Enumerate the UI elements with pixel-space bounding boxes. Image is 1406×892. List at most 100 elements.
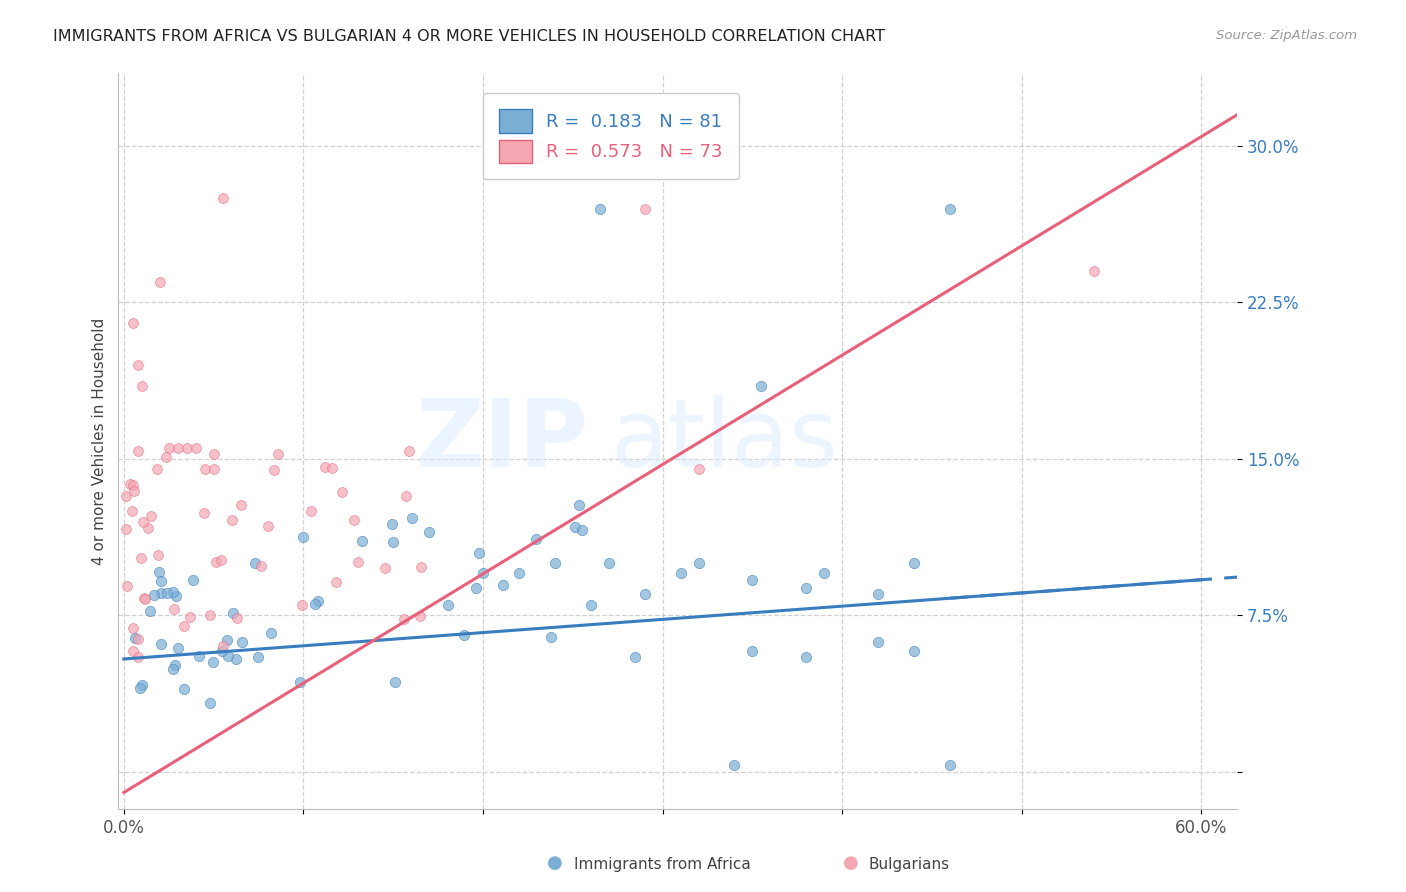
Immigrants from Africa: [225, 652, 247, 666]
Bulgarians: [132, 515, 155, 529]
Immigrants from Africa: [352, 534, 374, 549]
Immigrants from Africa: [568, 498, 591, 512]
Immigrants from Africa: [215, 632, 238, 647]
Bulgarians: [290, 598, 312, 612]
Immigrants from Africa: [246, 650, 269, 665]
Text: Source: ZipAtlas.com: Source: ZipAtlas.com: [1216, 29, 1357, 42]
Immigrants from Africa: [124, 631, 146, 645]
Immigrants from Africa: [150, 637, 173, 651]
Immigrants from Africa: [598, 556, 620, 570]
Immigrants from Africa: [741, 573, 763, 587]
Text: ●: ●: [547, 855, 564, 872]
Bulgarians: [409, 560, 432, 574]
Bulgarians: [211, 640, 233, 654]
Bulgarians: [202, 462, 225, 476]
Bulgarians: [193, 506, 215, 520]
Bulgarians: [118, 477, 141, 491]
Immigrants from Africa: [162, 585, 184, 599]
Immigrants from Africa: [245, 557, 267, 571]
Immigrants from Africa: [524, 532, 547, 546]
Bulgarians: [129, 551, 152, 566]
Bulgarians: [157, 442, 180, 456]
Bulgarians: [155, 450, 177, 465]
Immigrants from Africa: [173, 681, 195, 696]
Immigrants from Africa: [165, 589, 187, 603]
Immigrants from Africa: [624, 649, 647, 664]
Immigrants from Africa: [418, 524, 440, 539]
Legend: R =  0.183   N = 81, R =  0.573   N = 73: R = 0.183 N = 81, R = 0.573 N = 73: [482, 93, 738, 179]
Immigrants from Africa: [304, 598, 326, 612]
Immigrants from Africa: [292, 530, 315, 544]
Bulgarians: [1083, 264, 1105, 278]
Immigrants from Africa: [794, 581, 817, 595]
Immigrants from Africa: [589, 202, 612, 216]
Bulgarians: [136, 521, 159, 535]
Bulgarians: [176, 442, 198, 456]
Bulgarians: [267, 447, 290, 461]
Immigrants from Africa: [688, 556, 710, 570]
Bulgarians: [132, 591, 155, 605]
Immigrants from Africa: [143, 589, 166, 603]
Bulgarians: [688, 462, 710, 476]
Immigrants from Africa: [231, 635, 253, 649]
Immigrants from Africa: [188, 649, 211, 664]
Bulgarians: [347, 555, 370, 569]
Bulgarians: [409, 609, 432, 624]
Immigrants from Africa: [903, 643, 925, 657]
Immigrants from Africa: [794, 649, 817, 664]
Bulgarians: [633, 202, 655, 216]
Text: ZIP: ZIP: [415, 395, 588, 487]
Text: IMMIGRANTS FROM AFRICA VS BULGARIAN 4 OR MORE VEHICLES IN HOUSEHOLD CORRELATION : IMMIGRANTS FROM AFRICA VS BULGARIAN 4 OR…: [53, 29, 886, 44]
Bulgarians: [202, 447, 225, 461]
Bulgarians: [115, 578, 138, 592]
Immigrants from Africa: [751, 379, 773, 393]
Text: Immigrants from Africa: Immigrants from Africa: [574, 857, 751, 872]
Immigrants from Africa: [571, 523, 593, 537]
Immigrants from Africa: [903, 556, 925, 570]
Immigrants from Africa: [381, 516, 404, 531]
Immigrants from Africa: [437, 599, 460, 613]
Bulgarians: [249, 558, 271, 573]
Bulgarians: [263, 463, 285, 477]
Immigrants from Africa: [544, 556, 567, 570]
Immigrants from Africa: [723, 758, 745, 772]
Immigrants from Africa: [222, 606, 245, 620]
Immigrants from Africa: [162, 662, 184, 676]
Immigrants from Africa: [939, 202, 962, 216]
Immigrants from Africa: [384, 674, 406, 689]
Bulgarians: [122, 483, 145, 498]
Immigrants from Africa: [163, 658, 186, 673]
Immigrants from Africa: [472, 566, 495, 581]
Bulgarians: [127, 649, 149, 664]
Immigrants from Africa: [868, 587, 890, 601]
Bulgarians: [134, 591, 156, 606]
Bulgarians: [184, 442, 207, 456]
Bulgarians: [146, 462, 169, 476]
Immigrants from Africa: [156, 585, 179, 599]
Bulgarians: [127, 632, 149, 646]
Bulgarians: [395, 489, 418, 503]
Bulgarians: [149, 275, 172, 289]
Bulgarians: [166, 442, 188, 456]
Bulgarians: [194, 462, 217, 476]
Immigrants from Africa: [149, 586, 172, 600]
Immigrants from Africa: [217, 649, 239, 664]
Immigrants from Africa: [464, 581, 486, 595]
Immigrants from Africa: [868, 635, 890, 649]
Immigrants from Africa: [307, 593, 329, 607]
Immigrants from Africa: [150, 574, 173, 589]
Bulgarians: [343, 512, 366, 526]
Immigrants from Africa: [669, 566, 692, 581]
Immigrants from Africa: [508, 566, 530, 581]
Immigrants from Africa: [579, 598, 602, 612]
Immigrants from Africa: [148, 565, 170, 579]
Bulgarians: [209, 553, 232, 567]
Bulgarians: [221, 513, 243, 527]
Bulgarians: [229, 499, 252, 513]
Bulgarians: [173, 618, 195, 632]
Bulgarians: [398, 444, 420, 458]
Bulgarians: [299, 504, 322, 518]
Immigrants from Africa: [260, 625, 283, 640]
Immigrants from Africa: [200, 696, 222, 710]
Y-axis label: 4 or more Vehicles in Household: 4 or more Vehicles in Household: [93, 318, 107, 565]
